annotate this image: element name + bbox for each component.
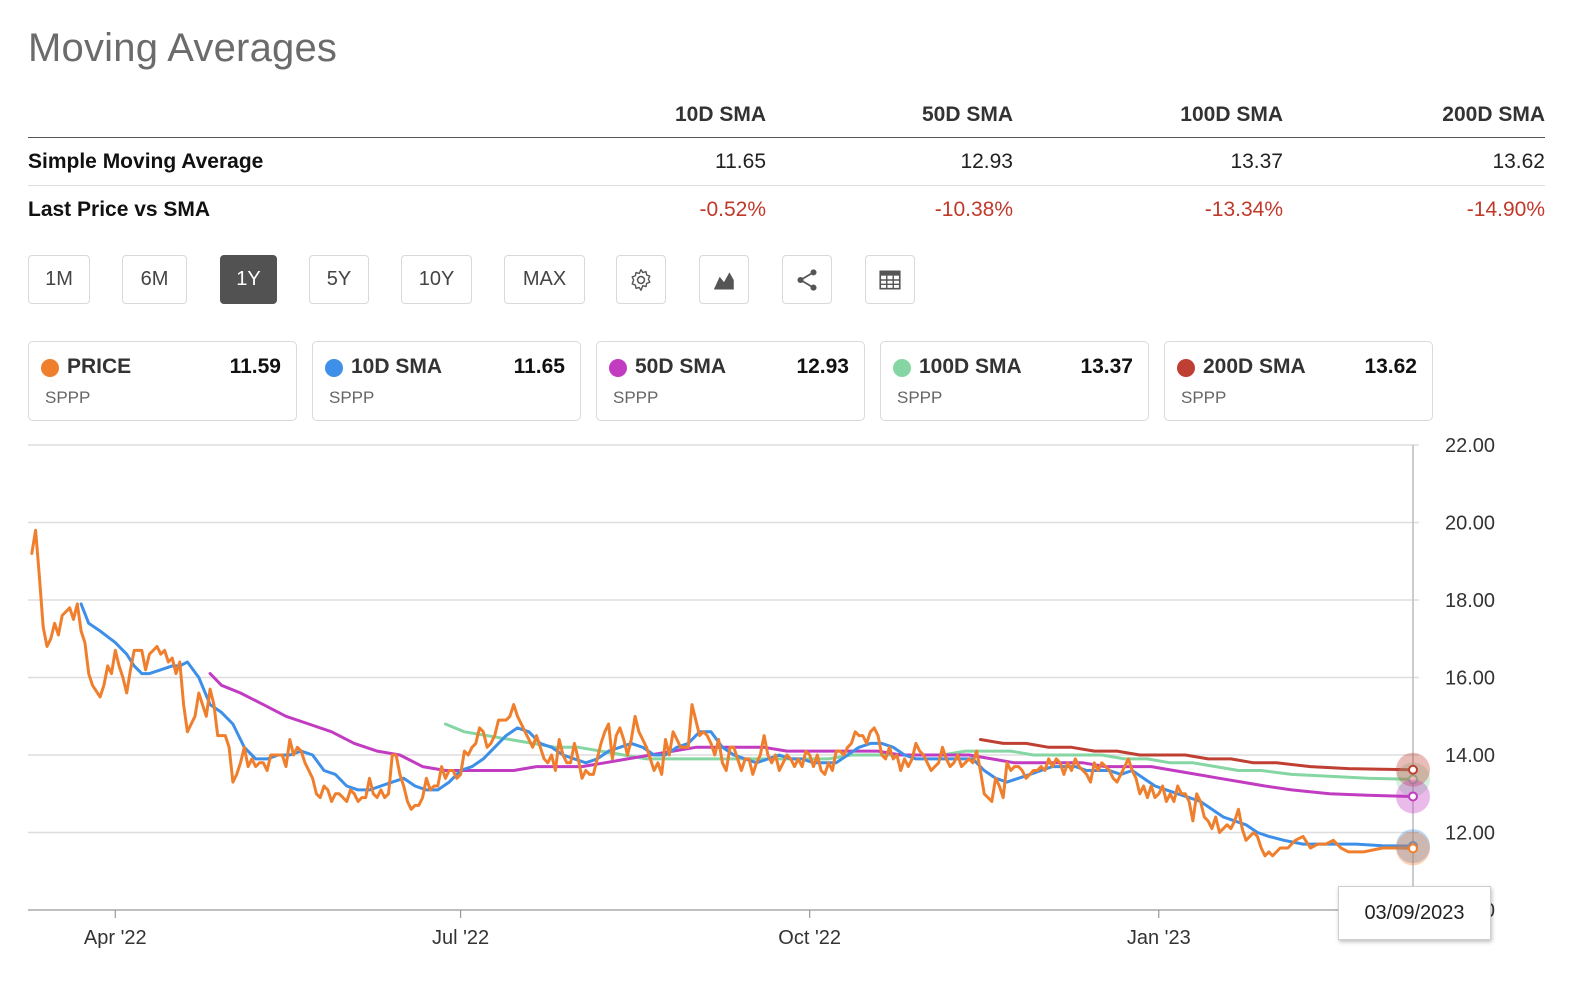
y-tick-label: 22.00 [1445, 435, 1495, 457]
x-tick-label: Jul '22 [432, 927, 489, 949]
legend-symbol: SPPP [1181, 388, 1227, 407]
end-marker-50d-sma [1408, 791, 1418, 802]
y-tick-label: 12.00 [1445, 823, 1495, 845]
series-line-200d-sma [978, 738, 1415, 772]
sma-value-100d: 13.37 [1230, 150, 1283, 173]
legend-card-100d-sma[interactable]: 100D SMA 13.37 SPPP [880, 341, 1149, 421]
series-line-10d-sma [79, 602, 1415, 848]
legend-value: 13.37 [1080, 355, 1133, 378]
settings-button[interactable] [616, 255, 666, 304]
x-tick-label: Jan '23 [1127, 927, 1191, 949]
y-tick-label: 14.00 [1445, 745, 1495, 767]
100d-sma-color-dot [893, 359, 911, 377]
legend-name: PRICE [67, 355, 132, 378]
table-row: Last Price vs SMA -0.52% -10.38% -13.34%… [28, 186, 1545, 234]
gear-icon [631, 268, 651, 291]
share-button[interactable] [782, 255, 832, 304]
share-icon [797, 268, 817, 291]
legend-value: 13.62 [1364, 355, 1417, 378]
range-button-1y[interactable]: 1Y [220, 255, 277, 304]
sma-value-10d: 11.65 [715, 150, 766, 173]
legend-card-200d-sma[interactable]: 200D SMA 13.62 SPPP [1164, 341, 1433, 421]
pct-vs-10d: -0.52% [699, 198, 766, 221]
x-tick-label: Oct '22 [778, 927, 841, 949]
price-color-dot [41, 359, 59, 377]
header-50d-sma: 50D SMA [921, 103, 1013, 126]
legend-card-50d-sma[interactable]: 50D SMA 12.93 SPPP [596, 341, 865, 421]
table-icon [879, 270, 901, 289]
series-line-price [30, 528, 1415, 858]
sma-value-50d: 12.93 [960, 150, 1013, 173]
range-button-10y[interactable]: 10Y [401, 255, 472, 304]
row-label: Simple Moving Average [28, 150, 264, 173]
sma-table: 10D SMA 50D SMA 100D SMA 200D SMA Simple… [28, 96, 1545, 234]
legend-symbol: SPPP [613, 388, 659, 407]
end-marker-price [1408, 843, 1418, 854]
range-button-6m[interactable]: 6M [122, 255, 187, 304]
header-200d-sma: 200D SMA [1442, 103, 1545, 126]
legend-name: 10D SMA [351, 355, 443, 378]
end-marker-200d-sma [1408, 764, 1418, 775]
pct-vs-200d: -14.90% [1466, 198, 1545, 221]
legend-value: 11.59 [229, 355, 281, 378]
y-tick-label: 20.00 [1445, 513, 1495, 535]
pct-vs-50d: -10.38% [934, 198, 1013, 221]
legend-name: 50D SMA [635, 355, 727, 378]
table-view-button[interactable] [865, 255, 915, 304]
range-button-1m[interactable]: 1M [28, 255, 90, 304]
pct-vs-100d: -13.34% [1204, 198, 1283, 221]
sma-table-header: 10D SMA 50D SMA 100D SMA 200D SMA [28, 96, 1545, 138]
legend-symbol: SPPP [329, 388, 375, 407]
10d-sma-color-dot [325, 359, 343, 377]
row-label: Last Price vs SMA [28, 198, 211, 221]
legend-value: 11.65 [513, 355, 565, 378]
y-tick-label: 18.00 [1445, 590, 1495, 612]
chart-type-icon [714, 271, 734, 289]
y-tick-label: 16.00 [1445, 668, 1495, 690]
chart-type-button[interactable] [699, 255, 749, 304]
header-100d-sma: 100D SMA [1180, 103, 1283, 126]
legend-symbol: SPPP [45, 388, 91, 407]
legend-name: 100D SMA [919, 355, 1022, 378]
legend-value: 12.93 [796, 355, 849, 378]
end-marker-100d-sma [1408, 774, 1418, 785]
header-10d-sma: 10D SMA [674, 103, 766, 126]
series-line-100d-sma [443, 722, 1415, 781]
series-line-50d-sma [208, 672, 1415, 798]
legend-symbol: SPPP [897, 388, 943, 407]
range-button-max[interactable]: MAX [504, 255, 585, 304]
table-row: Simple Moving Average 11.65 12.93 13.37 … [28, 138, 1545, 186]
50d-sma-color-dot [609, 359, 627, 377]
legend-name: 200D SMA [1203, 355, 1306, 378]
date-tooltip: 03/09/2023 [1338, 886, 1491, 940]
x-tick-label: Apr '22 [84, 927, 147, 949]
200d-sma-color-dot [1177, 359, 1195, 377]
page-title: Moving Averages [28, 26, 338, 70]
legend-card-10d-sma[interactable]: 10D SMA 11.65 SPPP [312, 341, 581, 421]
range-button-5y[interactable]: 5Y [309, 255, 369, 304]
sma-value-200d: 13.62 [1492, 150, 1545, 173]
legend-card-price[interactable]: PRICE 11.59 SPPP [28, 341, 297, 421]
